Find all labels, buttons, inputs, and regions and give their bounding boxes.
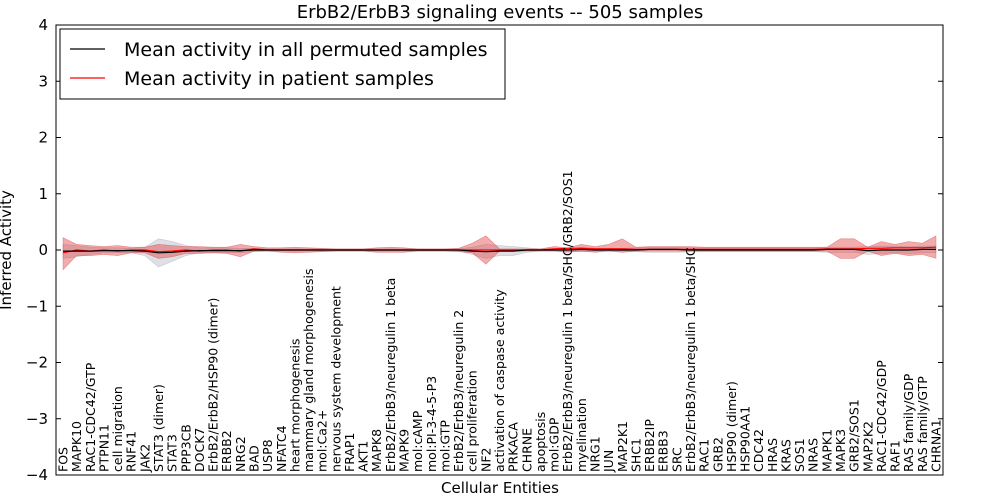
y-tick-label: −4 <box>26 466 48 484</box>
category-label: heart morphogenesis <box>287 339 302 473</box>
category-label: nervous system development <box>328 286 343 472</box>
category-label: RAF1 <box>888 440 903 472</box>
category-label: PPP3CB <box>178 424 193 472</box>
category-label: CDC42 <box>751 429 766 472</box>
y-tick-label: 1 <box>38 185 48 203</box>
y-tick-label: 3 <box>38 72 48 90</box>
category-label: SOS1 <box>792 438 807 472</box>
category-label: myelination <box>574 398 589 472</box>
category-label: ERBB3 <box>656 430 671 472</box>
category-label: FOS <box>56 447 71 472</box>
category-label: NRG1 <box>588 436 603 472</box>
category-label: GRB2 <box>710 437 725 472</box>
legend: Mean activity in all permuted samples Me… <box>59 28 506 100</box>
category-label: CHRNA1 <box>929 419 944 472</box>
category-label: NRAS <box>806 438 821 472</box>
chart-title: ErbB2/ErbB3 signaling events -- 505 samp… <box>297 2 704 23</box>
legend-label-permuted: Mean activity in all permuted samples <box>124 39 487 61</box>
category-label: RAC1-CDC42/GTP <box>83 362 98 472</box>
plot-frame <box>55 24 944 476</box>
category-label: RNF41 <box>124 431 139 472</box>
category-label: FRAP1 <box>342 433 357 472</box>
category-label: ERBB2 <box>219 430 234 472</box>
category-label: ErbB2/ErbB3/neuregulin 1 beta/SHC <box>683 247 698 472</box>
category-label: cell migration <box>110 386 125 472</box>
permuted-mean-line <box>63 248 936 254</box>
category-label: DOCK7 <box>192 428 207 472</box>
y-tick-label: −2 <box>26 354 48 372</box>
series-lines <box>62 246 937 254</box>
patient-band <box>62 235 937 271</box>
category-label: SHC1 <box>628 438 643 472</box>
confidence-bands <box>62 235 937 271</box>
y-tick-label: −3 <box>26 410 48 428</box>
category-label: SRC <box>669 447 684 472</box>
category-label: cell proliferation <box>465 370 480 472</box>
category-label: mol:GTP <box>437 420 452 472</box>
category-label: mammary gland morphogenesis <box>301 269 316 472</box>
category-label: mol:cAMP <box>410 410 425 472</box>
category-label: PTPN11 <box>96 424 111 472</box>
category-label: STAT3 <box>165 434 180 472</box>
category-label: NRG2 <box>233 436 248 472</box>
category-label: CHRNE <box>519 428 534 472</box>
category-label: RAC1 <box>697 439 712 472</box>
category-label: HSP90AA1 <box>738 406 753 472</box>
legend-box <box>59 28 506 100</box>
category-label: JAK2 <box>137 444 152 473</box>
category-label: MAPK1 <box>819 429 834 472</box>
y-ticks: 4 3 2 1 0 −1 −2 −3 −4 <box>26 16 943 484</box>
category-label: ErbB2/ErbB3/neuregulin 2 <box>451 310 466 472</box>
category-label: MAPK9 <box>397 429 412 472</box>
category-label: NF2 <box>478 448 493 473</box>
category-label: BAD <box>247 445 262 472</box>
category-label: KRAS <box>779 439 794 472</box>
category-label: MAPK10 <box>69 421 84 472</box>
category-label: AKT1 <box>356 441 371 472</box>
category-label: apoptosis <box>533 412 548 472</box>
category-label: ErbB2/ErbB2/HSP90 (dimer) <box>206 298 221 472</box>
category-label: HRAS <box>765 438 780 472</box>
category-label: MAP2K1 <box>615 421 630 472</box>
category-label: GRB2/SOS1 <box>847 399 862 472</box>
category-label: USP8 <box>260 439 275 472</box>
y-tick-label: −1 <box>26 297 48 315</box>
category-label: RAS family/GDP <box>901 373 916 472</box>
category-label: RAC1-CDC42/GDP <box>874 360 889 472</box>
category-label: RAS family/GTP <box>915 376 930 472</box>
category-label: mol:Ca2+ <box>315 410 330 472</box>
category-label: MAP2K2 <box>860 421 875 472</box>
category-label: mol:GDP <box>547 417 562 472</box>
category-label: ErbB2/ErbB3/neuregulin 1 beta/SHC/GRB2/S… <box>560 170 575 472</box>
category-label: activation of caspase activity <box>492 289 507 472</box>
category-label: MAPK3 <box>833 429 848 472</box>
y-tick-label: 0 <box>38 241 48 259</box>
category-label: ERBB2IP <box>642 419 657 472</box>
category-label: HSP90 (dimer) <box>724 381 739 472</box>
x-axis-label: Cellular Entities <box>441 479 559 497</box>
y-tick-label: 2 <box>38 129 48 147</box>
category-label: NFATC4 <box>274 425 289 472</box>
category-label: MAPK8 <box>369 429 384 472</box>
y-tick-label: 4 <box>38 16 48 34</box>
legend-label-patient: Mean activity in patient samples <box>124 68 434 90</box>
y-axis-label: Inferred Activity <box>0 190 15 310</box>
category-label: STAT3 (dimer) <box>151 384 166 472</box>
category-label: ErbB2/ErbB3/neuregulin 1 beta <box>383 278 398 472</box>
category-label: PRKACA <box>506 422 521 472</box>
category-label: mol:PI-3-4-5-P3 <box>424 376 439 472</box>
category-label: JUN <box>601 450 616 473</box>
